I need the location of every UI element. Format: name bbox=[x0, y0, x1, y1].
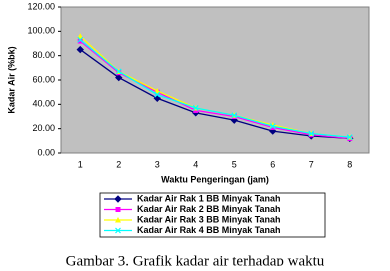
x-tick-label: 4 bbox=[193, 159, 198, 169]
y-tick-label: 100.00 bbox=[27, 26, 55, 36]
plot-area bbox=[60, 6, 370, 154]
y-tick-label: 40.00 bbox=[32, 99, 55, 109]
marker bbox=[77, 36, 84, 43]
y-tick-label: 20.00 bbox=[32, 123, 55, 133]
x-tick-label: 2 bbox=[116, 159, 121, 169]
x-tick-label: 3 bbox=[155, 159, 160, 169]
marker bbox=[114, 195, 122, 203]
legend-label: Kadar Air Rak 3 BB Minyak Tanah bbox=[137, 214, 281, 224]
legend-label: Kadar Air Rak 1 BB Minyak Tanah bbox=[137, 193, 281, 203]
marker bbox=[192, 105, 199, 111]
x-tick-label: 6 bbox=[270, 159, 275, 169]
marker bbox=[269, 123, 276, 130]
y-axis-label: Kadar Air (%bk) bbox=[6, 46, 16, 113]
legend-label: Kadar Air Rak 2 BB Minyak Tanah bbox=[137, 204, 281, 214]
x-axis-label: Waktu Pengeringan (jam) bbox=[161, 174, 269, 184]
marker bbox=[231, 112, 238, 119]
legend-label: Kadar Air Rak 4 BB Minyak Tanah bbox=[137, 225, 281, 235]
y-tick-label: 80.00 bbox=[32, 50, 55, 60]
marker bbox=[115, 73, 123, 82]
x-tick-label: 5 bbox=[232, 159, 237, 169]
marker bbox=[77, 33, 84, 39]
marker bbox=[115, 68, 122, 75]
x-tick-label: 1 bbox=[78, 159, 83, 169]
x-tick-label: 7 bbox=[309, 159, 314, 169]
series-line bbox=[79, 49, 350, 140]
caption: Gambar 3. Grafik kadar air terhadap wakt… bbox=[66, 253, 325, 266]
y-tick-label: 120.00 bbox=[27, 1, 55, 11]
marker bbox=[77, 38, 83, 44]
marker bbox=[346, 134, 353, 141]
marker bbox=[76, 45, 84, 54]
y-tick-label: 0.00 bbox=[37, 147, 55, 157]
marker bbox=[154, 91, 161, 98]
marker bbox=[115, 217, 121, 223]
marker bbox=[115, 227, 121, 234]
x-tick-label: 8 bbox=[347, 159, 352, 169]
marker bbox=[154, 87, 161, 94]
marker bbox=[115, 207, 121, 212]
legend bbox=[99, 192, 326, 238]
y-tick-label: 60.00 bbox=[32, 74, 55, 84]
series-line bbox=[79, 39, 350, 138]
marker bbox=[308, 130, 315, 137]
